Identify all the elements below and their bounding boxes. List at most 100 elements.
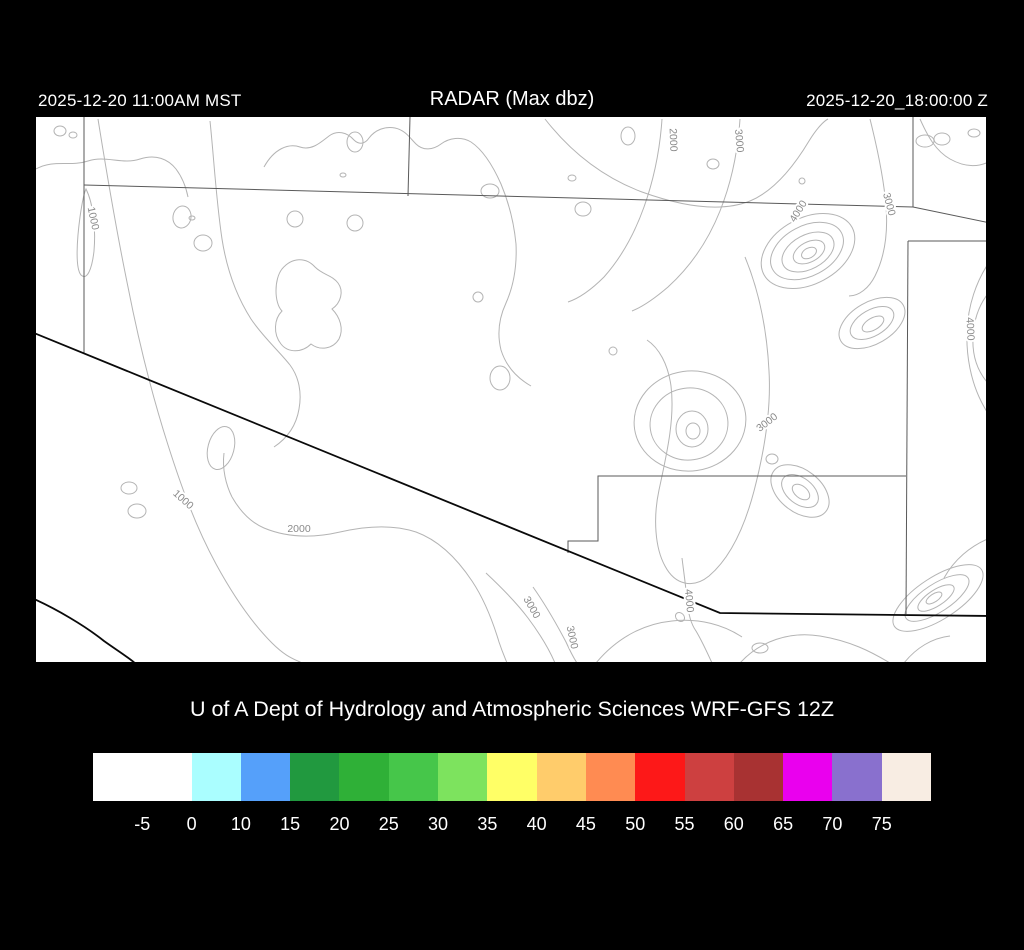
contour-ring — [791, 483, 811, 501]
contour-line — [943, 539, 986, 579]
colorbar-segment — [93, 753, 143, 801]
contour-ring — [904, 574, 970, 622]
institution-title: U of A Dept of Hydrology and Atmospheric… — [189, 697, 835, 721]
contour-blob — [193, 234, 213, 252]
page-title: RADAR (Max dbz) — [429, 88, 595, 110]
contour-line — [36, 156, 189, 198]
contour-blob — [567, 174, 577, 182]
contour-line — [567, 118, 663, 303]
colorbar-tick-label: 40 — [526, 814, 547, 834]
contour-blob — [472, 291, 484, 303]
contour-blob — [53, 125, 67, 137]
contour-ring — [861, 315, 885, 333]
contour-line — [223, 452, 233, 498]
contour-blob — [798, 177, 806, 185]
radar-map: 1000 2000 3000 4000 3000 4000 3000 1000 2000 3000… — [36, 117, 986, 662]
colorbar-segment — [438, 753, 488, 801]
contour-blob — [620, 126, 636, 146]
colorbar-segment — [339, 753, 389, 801]
contour-ring — [917, 584, 955, 612]
contour-blob — [674, 611, 686, 623]
contour-line — [263, 127, 532, 387]
contour-label: 2000 — [667, 128, 680, 152]
colorbar-tick-label: -5 — [134, 814, 151, 834]
contour-blob — [967, 128, 981, 138]
colorbar-tick-label: 70 — [822, 814, 843, 834]
contour-label: 3000 — [732, 129, 746, 153]
contour-line — [485, 572, 556, 662]
colorbar-tick-label: 50 — [625, 814, 646, 834]
colorbar-tick-label: 75 — [871, 814, 892, 834]
contour-blob — [346, 214, 364, 232]
contour-line — [904, 635, 951, 662]
contour-ring — [792, 239, 826, 265]
colorbar-tick-label: 55 — [674, 814, 695, 834]
contour-label: 1000 — [85, 206, 102, 231]
contour-blob — [751, 642, 769, 654]
contour-blob — [574, 201, 592, 217]
contour-label: 3000 — [754, 411, 780, 435]
contour-label: 3000 — [564, 625, 581, 650]
contour-ring — [685, 422, 701, 440]
contour-line — [97, 118, 302, 662]
colorbar-tick-label: 30 — [428, 814, 449, 834]
contour-blob — [933, 132, 951, 146]
colorbar-segment — [585, 753, 636, 801]
contour-line — [209, 120, 301, 448]
contour-blob — [188, 215, 196, 221]
contour-ring — [849, 306, 895, 340]
map-canvas: 1000 2000 3000 4000 3000 4000 3000 1000 2000 3000… — [36, 117, 986, 662]
contour-blob — [608, 346, 618, 356]
state-border-line — [36, 332, 986, 617]
colorbar-segment — [290, 753, 340, 801]
colorbar-tick-label: 0 — [186, 814, 197, 834]
contour-ring — [633, 370, 747, 472]
contour-line — [631, 118, 741, 312]
contour-blob — [765, 453, 779, 465]
contour-ring — [675, 410, 709, 448]
colorbar-segment — [142, 753, 192, 801]
contour-ring — [781, 231, 835, 273]
colorbar-tick-label: 25 — [378, 814, 399, 834]
colorbar-tick-label: 10 — [230, 814, 251, 834]
contour-ring — [770, 221, 844, 281]
contour-lines — [36, 118, 986, 662]
contour-blob — [489, 365, 511, 391]
contour-label: 2000 — [287, 523, 311, 535]
colorbar-segment — [733, 753, 784, 801]
colorbar-segment — [536, 753, 586, 801]
contour-ring — [801, 246, 817, 260]
state-border-line — [36, 598, 136, 662]
contour-line — [848, 118, 888, 297]
contour-line — [275, 259, 342, 352]
colorbar-tick-label: 60 — [723, 814, 744, 834]
colorbar-segment — [783, 753, 833, 801]
contour-blob — [346, 131, 364, 153]
colorbar-segment — [832, 753, 882, 801]
contour-line — [681, 557, 713, 662]
contour-ring — [892, 564, 984, 632]
colorbar-segment — [881, 753, 932, 801]
contour-line — [544, 118, 829, 208]
county-line — [912, 206, 986, 223]
contour-line — [646, 256, 770, 585]
contour-label: 3000 — [880, 191, 898, 217]
colorbar-tick-label: 45 — [575, 814, 596, 834]
contour-line — [740, 634, 890, 662]
county-line — [407, 117, 411, 197]
county-borders — [83, 117, 986, 615]
contour-blob — [206, 425, 236, 471]
valid-time-local: 2025-12-20 11:00AM MST — [38, 91, 242, 110]
contour-ring — [760, 213, 856, 289]
contour-blob — [706, 158, 720, 170]
colorbar-ticks: -5 0 10 15 20 25 30 35 40 45 50 55 60 65 70 75 — [0, 814, 1024, 838]
contour-blob — [172, 205, 192, 229]
state-border — [36, 332, 986, 662]
colorbar-segment — [487, 753, 537, 801]
colorbar-segment — [635, 753, 685, 801]
contour-label: 3000 — [521, 594, 543, 620]
contour-label: 1000 — [170, 487, 196, 512]
colorbar-segment — [240, 753, 291, 801]
contour-blob — [68, 131, 78, 139]
